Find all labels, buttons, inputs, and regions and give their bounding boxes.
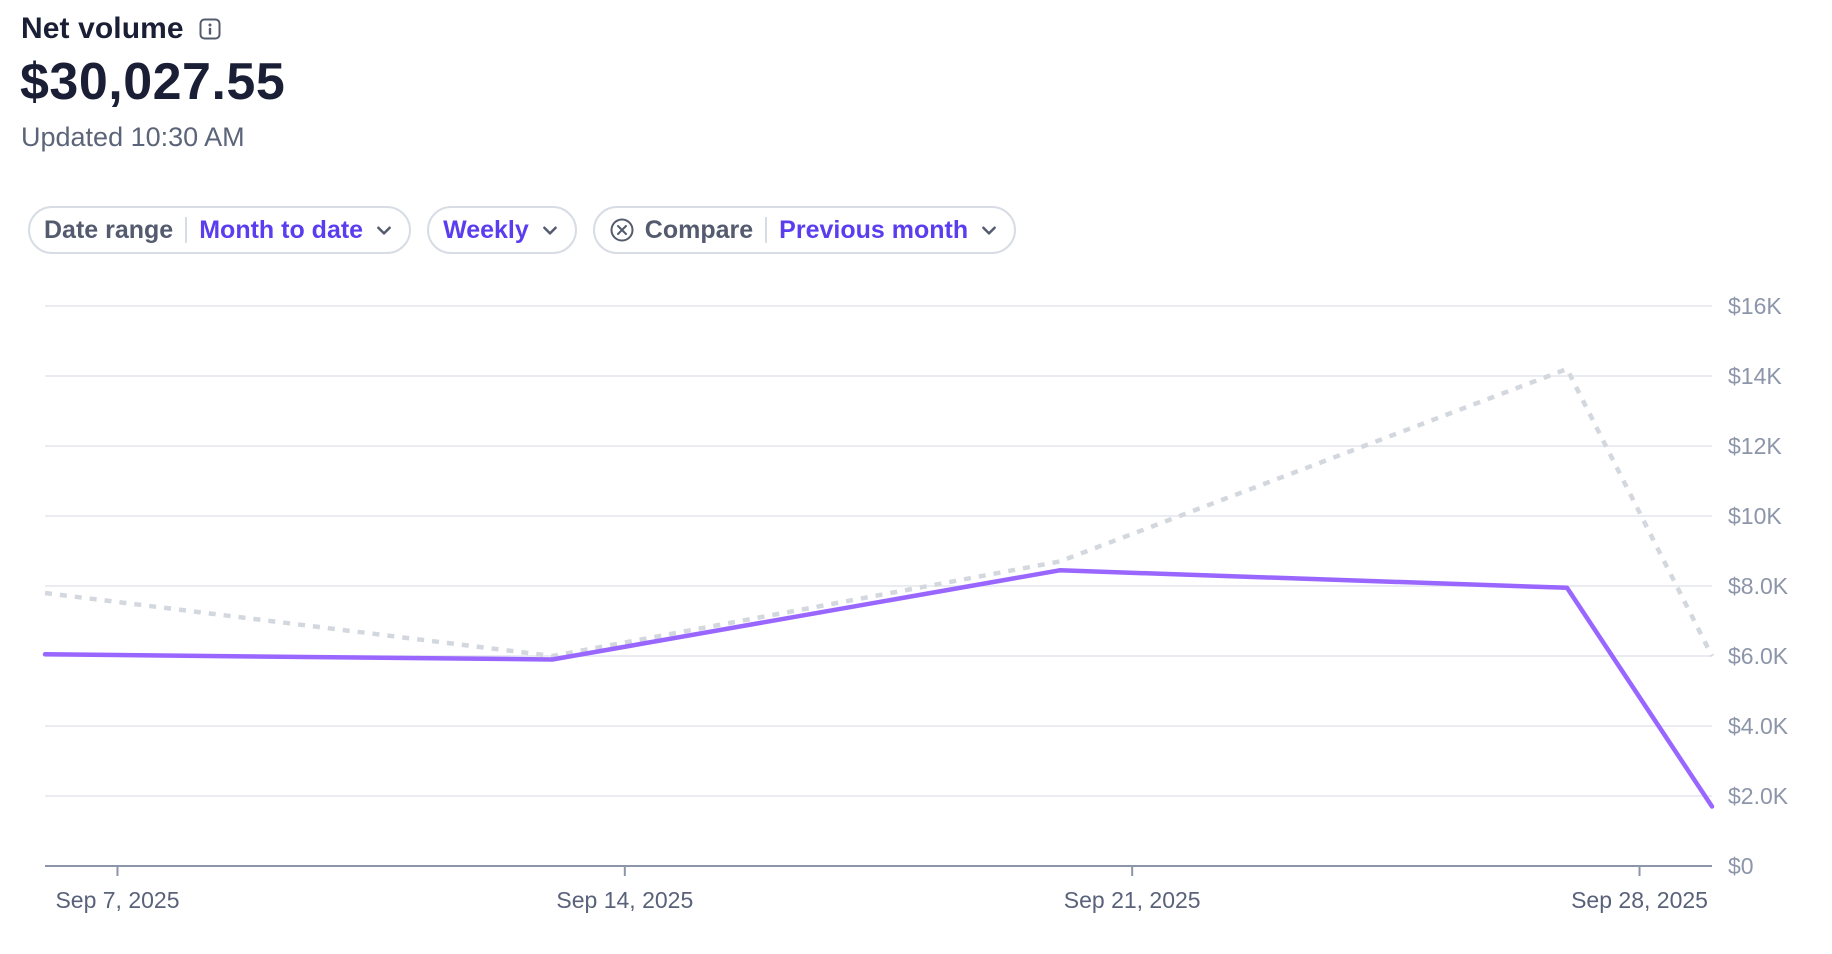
date-range-filter[interactable]: Date range Month to date bbox=[28, 206, 412, 254]
x-tick-label: Sep 28, 2025 bbox=[1571, 887, 1708, 913]
comparison-series-line[interactable] bbox=[44, 366, 1715, 659]
interval-filter[interactable]: Weekly bbox=[427, 206, 577, 254]
compare-value: Previous month bbox=[779, 215, 969, 244]
chevron-down-icon bbox=[377, 226, 391, 235]
interval-value: Weekly bbox=[443, 215, 529, 244]
y-tick-label: $4.0K bbox=[1728, 713, 1789, 739]
y-tick-label: $10K bbox=[1728, 503, 1782, 529]
y-tick-label: $8.0K bbox=[1728, 573, 1789, 599]
pill-divider bbox=[185, 217, 188, 243]
x-tick-label: Sep 21, 2025 bbox=[1064, 887, 1201, 913]
chevron-down-icon bbox=[982, 226, 996, 235]
chevron-down-icon bbox=[542, 226, 557, 235]
primary-series-line[interactable] bbox=[42, 568, 1715, 809]
pill-divider bbox=[765, 217, 768, 243]
widget-title: Net volume bbox=[21, 12, 184, 45]
updated-timestamp: Updated 10:30 AM bbox=[21, 122, 245, 152]
total-amount: $30,027.55 bbox=[20, 53, 286, 111]
x-tick-label: Sep 14, 2025 bbox=[556, 887, 693, 913]
net-volume-line-chart: $0 $2.0K $4.0K $6.0K $8.0K $10K $12K $14K $16K S… bbox=[42, 293, 1789, 913]
date-range-label: Date range bbox=[44, 215, 174, 244]
filter-bar: Date range Month to date Weekly Compare … bbox=[28, 206, 1017, 254]
close-circle-icon[interactable] bbox=[609, 217, 635, 243]
y-tick-label: $12K bbox=[1728, 433, 1782, 459]
y-tick-label: $6.0K bbox=[1728, 643, 1789, 669]
y-tick-label: $16K bbox=[1728, 293, 1782, 319]
y-tick-label: $2.0K bbox=[1728, 783, 1789, 809]
y-tick-label: $0 bbox=[1728, 853, 1754, 879]
compare-label: Compare bbox=[644, 215, 754, 244]
compare-filter[interactable]: Compare Previous month bbox=[592, 206, 1017, 254]
header: Net volume bbox=[21, 12, 222, 46]
x-tick-label: Sep 7, 2025 bbox=[55, 887, 179, 913]
date-range-value: Month to date bbox=[199, 215, 364, 244]
y-tick-label: $14K bbox=[1728, 363, 1782, 389]
info-icon[interactable] bbox=[198, 17, 222, 41]
